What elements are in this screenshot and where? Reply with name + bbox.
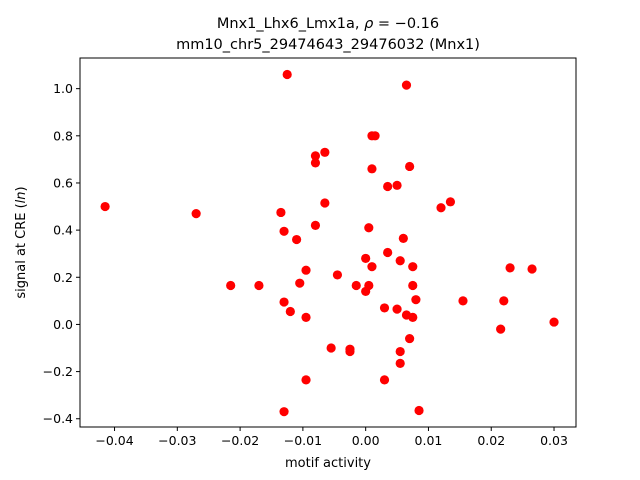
data-point-31 <box>367 262 377 272</box>
data-point-11 <box>295 278 305 288</box>
data-point-4 <box>276 207 286 218</box>
data-point-2 <box>226 280 236 291</box>
data-point-5 <box>279 226 289 236</box>
y-tick-label-1: −0.2 <box>43 364 73 379</box>
data-point-0 <box>100 201 110 212</box>
data-point-20 <box>326 343 336 353</box>
data-point-43 <box>401 80 412 90</box>
data-point-34 <box>379 375 390 385</box>
data-point-32 <box>370 131 380 141</box>
data-point-18 <box>320 147 330 157</box>
data-point-13 <box>301 312 311 322</box>
data-point-25 <box>361 253 371 264</box>
data-point-58 <box>527 264 537 274</box>
data-point-37 <box>392 180 402 190</box>
x-tick-label-3: −0.01 <box>284 433 322 448</box>
data-point-51 <box>414 405 424 416</box>
data-point-24 <box>351 280 361 291</box>
data-point-12 <box>301 265 311 275</box>
data-point-28 <box>364 280 374 291</box>
data-point-42 <box>398 233 408 243</box>
data-point-14 <box>301 375 311 385</box>
data-point-56 <box>499 296 509 306</box>
x-tick-label-6: 0.02 <box>477 433 505 448</box>
rho-symbol: ρ <box>364 16 374 32</box>
data-point-6 <box>279 297 289 307</box>
data-point-38 <box>392 304 402 314</box>
data-point-48 <box>408 280 418 291</box>
data-point-23 <box>345 346 355 357</box>
data-point-55 <box>496 324 506 334</box>
data-point-15 <box>310 151 321 161</box>
x-tick-label-2: −0.02 <box>221 433 259 448</box>
data-point-39 <box>395 256 405 266</box>
y-tick-label-5: 0.6 <box>53 175 73 190</box>
data-point-30 <box>367 164 377 174</box>
chart-title-line2: mm10_chr5_29474643_29476032 (Mnx1) <box>176 37 480 53</box>
data-point-10 <box>292 234 302 245</box>
data-point-21 <box>332 270 343 280</box>
data-point-49 <box>408 312 418 322</box>
data-point-35 <box>383 181 393 192</box>
y-axis-ticks: −0.4 −0.2 0.0 0.2 0.4 0.6 0.8 1.0 <box>43 81 80 426</box>
x-axis-label: motif activity <box>285 456 371 471</box>
x-tick-label-5: 0.01 <box>415 433 443 448</box>
data-point-46 <box>405 333 415 344</box>
plot-frame <box>79 57 577 428</box>
data-point-57 <box>505 263 515 273</box>
data-point-27 <box>364 223 374 233</box>
data-point-53 <box>445 197 456 207</box>
data-point-36 <box>383 247 393 258</box>
data-point-45 <box>405 161 415 172</box>
data-point-40 <box>395 346 405 357</box>
data-point-47 <box>408 262 418 272</box>
data-points <box>100 69 559 417</box>
y-tick-label-6: 0.8 <box>53 128 73 143</box>
data-point-52 <box>436 203 446 213</box>
y-axis-label: signal at CRE (ln) <box>14 186 29 298</box>
data-point-50 <box>411 295 421 305</box>
y-tick-label-3: 0.2 <box>53 270 73 285</box>
data-point-41 <box>395 358 405 368</box>
data-point-33 <box>379 303 390 313</box>
data-point-7 <box>279 407 289 417</box>
data-point-1 <box>191 209 201 219</box>
x-tick-label-4: 0.00 <box>352 433 380 448</box>
x-tick-label-1: −0.03 <box>158 433 196 448</box>
x-tick-label-7: 0.03 <box>540 433 568 448</box>
x-tick-label-0: −0.04 <box>95 433 133 448</box>
data-point-59 <box>549 317 559 327</box>
data-point-3 <box>254 280 264 291</box>
data-point-8 <box>282 69 292 80</box>
data-point-54 <box>458 296 468 306</box>
data-point-16 <box>310 158 321 168</box>
x-axis-ticks: −0.04 −0.03 −0.02 −0.01 0.00 0.01 0.02 0.03 <box>95 427 568 448</box>
y-tick-label-0: −0.4 <box>43 411 73 426</box>
data-point-17 <box>310 220 321 231</box>
data-point-19 <box>320 198 330 208</box>
chart-title-line1: Mnx1_Lhx6_Lmx1a, ρ = −0.16 <box>217 16 439 32</box>
y-tick-label-4: 0.4 <box>53 223 73 238</box>
y-tick-label-7: 1.0 <box>53 81 73 96</box>
y-tick-label-2: 0.0 <box>53 317 73 332</box>
data-point-9 <box>285 306 295 317</box>
